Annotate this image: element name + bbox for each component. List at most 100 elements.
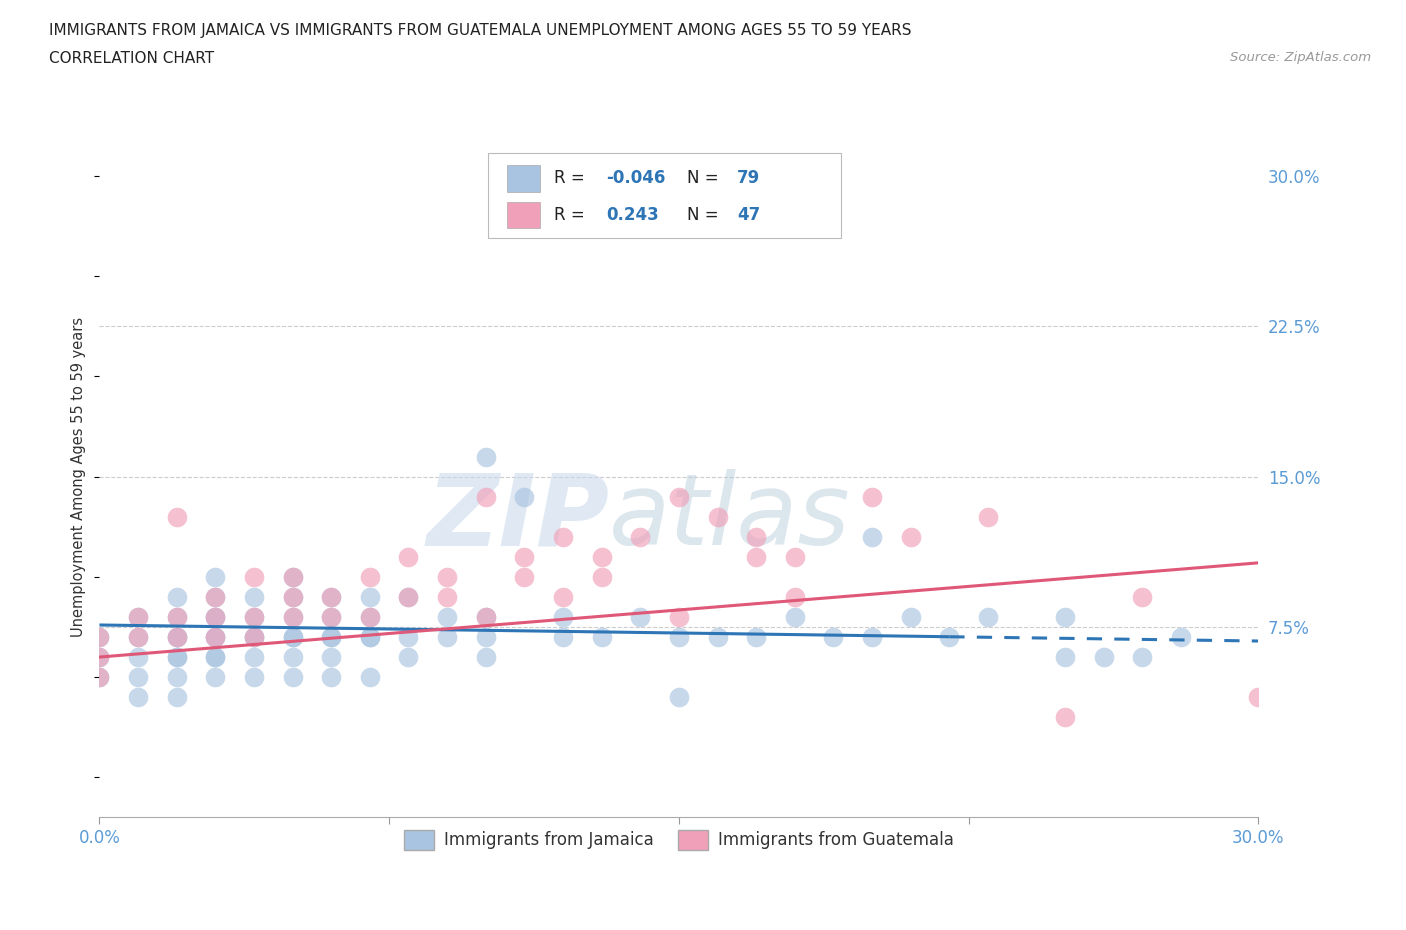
Point	[474, 609, 496, 624]
Point	[204, 630, 226, 644]
Point	[204, 569, 226, 584]
Point	[243, 609, 266, 624]
Point	[359, 590, 381, 604]
Point	[977, 510, 1000, 525]
Point	[668, 489, 690, 504]
Text: IMMIGRANTS FROM JAMAICA VS IMMIGRANTS FROM GUATEMALA UNEMPLOYMENT AMONG AGES 55 : IMMIGRANTS FROM JAMAICA VS IMMIGRANTS FR…	[49, 23, 911, 38]
Point	[860, 630, 883, 644]
Point	[204, 590, 226, 604]
Point	[783, 550, 806, 565]
Point	[1054, 710, 1077, 724]
Point	[745, 529, 768, 544]
Point	[513, 569, 536, 584]
Point	[243, 630, 266, 644]
Point	[281, 650, 304, 665]
Point	[398, 550, 420, 565]
Point	[321, 609, 343, 624]
Point	[243, 630, 266, 644]
Point	[89, 670, 111, 684]
Point	[398, 650, 420, 665]
Point	[359, 670, 381, 684]
Point	[668, 690, 690, 705]
Point	[281, 590, 304, 604]
Point	[628, 529, 651, 544]
Point	[127, 609, 149, 624]
Point	[706, 630, 728, 644]
Point	[359, 569, 381, 584]
Point	[1054, 650, 1077, 665]
Text: N =: N =	[688, 169, 718, 187]
Point	[398, 630, 420, 644]
Point	[1132, 650, 1154, 665]
Point	[89, 670, 111, 684]
Point	[166, 590, 188, 604]
Point	[204, 630, 226, 644]
Text: R =: R =	[554, 206, 585, 224]
Point	[127, 630, 149, 644]
Point	[243, 590, 266, 604]
Point	[900, 609, 922, 624]
Point	[204, 650, 226, 665]
Point	[783, 590, 806, 604]
Point	[668, 609, 690, 624]
Point	[436, 630, 458, 644]
Text: atlas: atlas	[609, 469, 851, 566]
Point	[977, 609, 1000, 624]
Text: Source: ZipAtlas.com: Source: ZipAtlas.com	[1230, 51, 1371, 64]
Point	[783, 609, 806, 624]
Point	[1132, 590, 1154, 604]
FancyBboxPatch shape	[488, 153, 841, 238]
Point	[204, 609, 226, 624]
Point	[823, 630, 845, 644]
Point	[89, 650, 111, 665]
FancyBboxPatch shape	[508, 166, 540, 192]
Point	[127, 609, 149, 624]
Point	[166, 630, 188, 644]
Point	[166, 609, 188, 624]
Point	[281, 590, 304, 604]
Point	[474, 650, 496, 665]
Point	[474, 489, 496, 504]
Point	[1247, 690, 1270, 705]
Text: 47: 47	[737, 206, 761, 224]
Point	[706, 510, 728, 525]
Point	[204, 609, 226, 624]
Point	[591, 550, 613, 565]
Point	[166, 609, 188, 624]
Point	[436, 590, 458, 604]
Point	[860, 529, 883, 544]
Point	[281, 569, 304, 584]
Point	[1170, 630, 1192, 644]
Text: N =: N =	[688, 206, 718, 224]
Point	[127, 690, 149, 705]
Point	[1054, 609, 1077, 624]
Point	[321, 650, 343, 665]
Point	[281, 609, 304, 624]
Point	[591, 630, 613, 644]
Point	[551, 529, 574, 544]
Text: ZIP: ZIP	[426, 469, 609, 566]
Point	[321, 630, 343, 644]
Point	[127, 670, 149, 684]
Point	[243, 630, 266, 644]
Point	[204, 630, 226, 644]
Point	[204, 670, 226, 684]
Point	[474, 609, 496, 624]
Point	[398, 590, 420, 604]
Point	[938, 630, 960, 644]
Point	[243, 670, 266, 684]
Point	[89, 630, 111, 644]
Text: R =: R =	[554, 169, 585, 187]
Point	[281, 670, 304, 684]
Point	[281, 609, 304, 624]
Point	[243, 569, 266, 584]
Point	[166, 690, 188, 705]
Point	[321, 670, 343, 684]
Point	[436, 569, 458, 584]
Point	[321, 609, 343, 624]
Point	[900, 529, 922, 544]
Point	[359, 609, 381, 624]
Point	[281, 630, 304, 644]
Point	[89, 650, 111, 665]
Point	[745, 550, 768, 565]
